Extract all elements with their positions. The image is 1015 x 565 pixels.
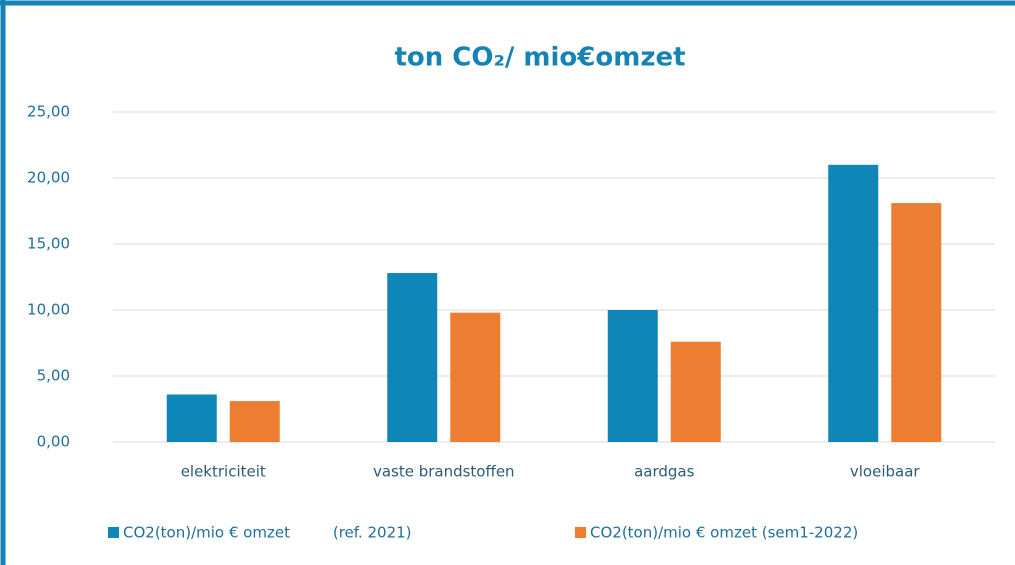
bar: [607, 310, 658, 442]
x-tick-label: aardgas: [634, 463, 695, 481]
legend-label: CO2(ton)/mio € omzet (sem1-2022): [590, 524, 858, 542]
x-tick-label: elektriciteit: [181, 463, 266, 481]
bar: [450, 312, 501, 442]
x-tick-label: vloeibaar: [850, 463, 921, 481]
y-tick-label: 15,00: [27, 235, 70, 253]
legend-swatch: [575, 527, 586, 538]
x-tick-label: vaste brandstoffen: [373, 463, 515, 481]
chart-title: ton CO₂/ mio€omzet: [394, 43, 685, 73]
bar: [387, 273, 438, 442]
legend-swatch: [108, 527, 119, 538]
bar: [670, 341, 721, 442]
bar: [166, 394, 217, 442]
y-tick-label: 0,00: [37, 433, 70, 451]
bar: [229, 401, 280, 442]
y-tick-label: 25,00: [27, 103, 70, 121]
y-tick-label: 20,00: [27, 169, 70, 187]
legend-label: CO2(ton)/mio € omzet (ref. 2021): [123, 524, 412, 542]
y-tick-label: 5,00: [37, 367, 70, 385]
y-tick-label: 10,00: [27, 301, 70, 319]
bar: [891, 203, 942, 442]
bar: [828, 164, 879, 443]
